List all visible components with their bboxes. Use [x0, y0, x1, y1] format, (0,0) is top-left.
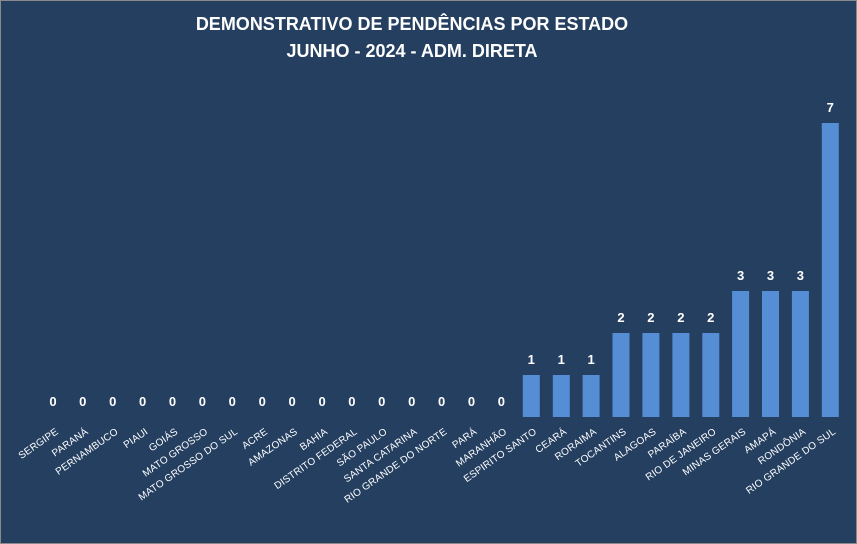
value-label-tocantins: 2: [617, 310, 624, 325]
bar-rio-de-janeiro: [702, 333, 720, 417]
value-label-rio-grande-do-sul: 7: [827, 100, 834, 115]
bar-espirito-santo: [522, 375, 540, 417]
bar-paraiba: [672, 333, 690, 417]
value-label-santa-catarina: 0: [408, 394, 415, 409]
value-label-parana: 0: [79, 394, 86, 409]
value-label-amazonas: 0: [288, 394, 295, 409]
value-label-rio-grande-do-norte: 0: [438, 394, 445, 409]
chart-title: DEMONSTRATIVO DE PENDÊNCIAS POR ESTADO: [196, 13, 628, 34]
value-label-bahia: 0: [318, 394, 325, 409]
value-label-distrito-federal: 0: [348, 394, 355, 409]
bar-amapa: [762, 291, 779, 417]
value-label-paraiba: 2: [677, 310, 684, 325]
value-label-sao-paulo: 0: [378, 394, 385, 409]
value-label-alagoas: 2: [647, 310, 654, 325]
chart-subtitle: JUNHO - 2024 - ADM. DIRETA: [286, 41, 537, 61]
value-label-acre: 0: [259, 394, 266, 409]
value-label-ceara: 1: [558, 352, 565, 367]
bar-minas-gerais: [732, 291, 750, 417]
value-label-para: 0: [468, 394, 475, 409]
value-label-sergipe: 0: [49, 394, 56, 409]
bar-roraima: [582, 375, 600, 417]
bar-rondonia: [791, 291, 809, 417]
value-label-maranhao: 0: [498, 394, 505, 409]
bar-rio-grande-do-sul: [821, 123, 839, 417]
value-label-amapa: 3: [767, 268, 774, 283]
bar-alagoas: [642, 333, 660, 417]
value-label-espirito-santo: 1: [528, 352, 535, 367]
value-label-rondonia: 3: [797, 268, 804, 283]
bar-ceara: [552, 375, 570, 417]
value-label-mato-grosso-do-sul: 0: [229, 394, 236, 409]
value-label-goias: 0: [169, 394, 176, 409]
value-label-mato-grosso: 0: [199, 394, 206, 409]
bars-layer: [522, 123, 839, 417]
value-label-minas-gerais: 3: [737, 268, 744, 283]
value-labels-layer: 0 0 0 0 0 0 0 0 0 0 0 0 0 0 0 0 1 1 1 2 2 2 2 3 3 3 7: [49, 100, 834, 409]
bar-tocantins: [612, 333, 630, 417]
value-label-pernambuco: 0: [109, 394, 116, 409]
value-label-rio-de-janeiro: 2: [707, 310, 714, 325]
value-label-piaui: 0: [139, 394, 146, 409]
value-label-roraima: 1: [587, 352, 594, 367]
